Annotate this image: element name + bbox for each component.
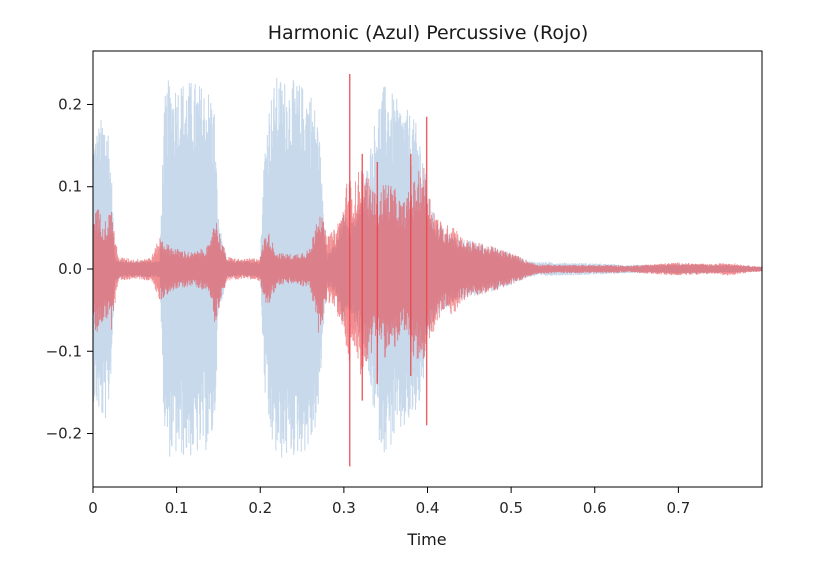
- x-tick-label: 0.7: [666, 499, 690, 517]
- y-tick-label: 0.2: [58, 95, 82, 113]
- x-tick-label: 0.1: [165, 499, 189, 517]
- chart-title: Harmonic (Azul) Percussive (Rojo): [268, 22, 589, 44]
- x-tick-label: 0.3: [332, 499, 356, 517]
- y-tick-label: 0.0: [58, 260, 82, 278]
- x-tick-label: 0.4: [416, 499, 440, 517]
- x-tick-label: 0.2: [248, 499, 272, 517]
- plot-area: [92, 74, 763, 467]
- x-tick-label: 0: [88, 499, 98, 517]
- y-axis: −0.2 −0.1 0.0 0.1 0.2: [46, 95, 93, 443]
- y-tick-label: −0.2: [46, 425, 82, 443]
- x-tick-label: 0.5: [499, 499, 523, 517]
- waveform-series-1: [92, 74, 763, 467]
- x-tick-label: 0.6: [583, 499, 607, 517]
- y-tick-label: 0.1: [58, 178, 82, 196]
- x-axis-label: Time: [406, 530, 446, 549]
- x-axis: 0 0.1 0.2 0.3 0.4 0.5 0.6 0.7: [88, 487, 690, 517]
- y-tick-label: −0.1: [46, 342, 82, 360]
